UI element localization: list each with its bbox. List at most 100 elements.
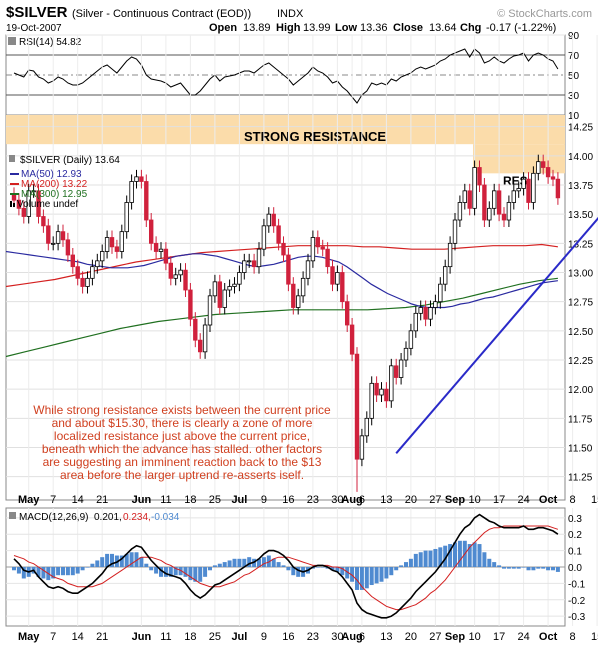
price-tick-label: 11.50: [568, 444, 593, 455]
price-bar: [11, 193, 17, 201]
date-tick-label: 10: [468, 631, 480, 643]
macd-tick-label: -0.3: [568, 612, 586, 623]
date-tick-label: 15: [591, 494, 598, 506]
macd-histogram-bar: [21, 567, 26, 579]
macd-histogram-bar: [502, 567, 506, 569]
macd-histogram-bar: [551, 567, 555, 571]
macd-histogram-bar: [124, 553, 129, 567]
price-bar: [261, 225, 267, 250]
macd-tick-label: 0.1: [568, 547, 582, 558]
date-tick-label: 13: [380, 631, 392, 643]
price-bar: [109, 237, 115, 248]
date-tick-label: Oct: [539, 631, 558, 643]
price-bar: [163, 248, 169, 264]
price-tick-label: 12.75: [568, 298, 593, 309]
date-tick-label: 7: [50, 494, 56, 506]
macd-histogram-bar: [80, 567, 85, 571]
macd-histogram-bar: [100, 557, 105, 567]
macd-histogram-bar: [139, 557, 144, 567]
annotation-line-5: are suggesting an imminent reaction back…: [43, 455, 322, 469]
rsi-line: [13, 48, 559, 104]
ohlc-readout: Open 13.89 High 13.99 Low 13.36 Close 13…: [209, 22, 556, 34]
macd-histogram-bar: [546, 567, 551, 571]
price-bar: [202, 324, 208, 353]
macd-histogram-bar: [516, 567, 521, 569]
price-bar: [379, 388, 384, 396]
price-bar: [16, 199, 22, 209]
price-bar: [46, 225, 51, 244]
high-label: High: [276, 22, 301, 34]
annotation-line-6: area before the larger uptrend re-assert…: [60, 468, 304, 482]
price-bar: [408, 330, 414, 349]
date-tick-label: Sep: [445, 494, 465, 506]
macd-histogram-bar: [95, 560, 100, 567]
date-tick-label: 25: [209, 494, 221, 506]
open-value: 13.89: [243, 22, 271, 34]
price-bar: [251, 260, 257, 268]
macd-histogram-bar: [506, 567, 511, 569]
localized-resistance-zone: [473, 144, 565, 174]
macd-histogram-bar: [276, 562, 281, 567]
price-bar: [256, 248, 262, 268]
macd-histogram-bar: [423, 550, 428, 567]
date-tick-label: Sep: [445, 631, 465, 643]
macd-histogram-bar: [335, 567, 340, 572]
price-bar: [95, 260, 100, 268]
macd-legend-swatch: [9, 512, 16, 519]
low-label: Low: [335, 22, 357, 34]
uptrend-line: [395, 216, 598, 454]
price-legend: $SILVER (Daily) 13.64 MA(50) 12.93 MA(20…: [9, 155, 120, 210]
price-bar: [51, 242, 56, 245]
price-panel-frame: [5, 114, 566, 501]
price-bar: [36, 190, 41, 217]
price-bar: [433, 301, 438, 308]
price-bar: [487, 207, 492, 221]
price-bar: [447, 242, 453, 268]
price-bar: [153, 242, 159, 252]
macd-histogram-bar: [374, 567, 379, 584]
price-bar: [516, 188, 521, 192]
date-tick-label: Jun: [132, 494, 152, 506]
macd-histogram: [12, 540, 560, 590]
macd-tick-label: -0.2: [568, 596, 586, 607]
macd-histogram-bar: [482, 552, 487, 567]
price-bar: [526, 178, 531, 203]
price-bar: [217, 281, 222, 308]
exchange-label: INDX: [277, 8, 304, 20]
macd-histogram-bar: [394, 567, 399, 571]
macd-histogram-bar: [526, 567, 531, 571]
price-bar: [100, 251, 105, 262]
macd-histogram-bar: [555, 567, 560, 572]
macd-histogram-bar: [511, 567, 516, 569]
macd-tick-label: 0.2: [568, 530, 582, 541]
price-bar: [550, 176, 556, 180]
rsi-tick-label: 10: [568, 111, 580, 122]
macd-histogram-bar: [61, 567, 65, 576]
price-bar: [389, 365, 394, 402]
price-bar: [467, 190, 472, 209]
macd-histogram-bar: [467, 544, 472, 567]
symbol-title: $SILVER: [6, 4, 68, 21]
annotation-line-2: and about $15.30, there is clearly a zon…: [52, 416, 313, 430]
macd-tick-label: -0.1: [568, 579, 586, 590]
date-tick-label: Jul: [231, 494, 247, 506]
date-tick-label: 13: [380, 494, 392, 506]
price-tick-label: 14.00: [568, 152, 593, 163]
hist-value: -0.034: [151, 512, 180, 523]
strong-resistance-zone: [6, 115, 565, 145]
macd-histogram-bar: [163, 567, 168, 577]
price-bar: [148, 219, 154, 244]
macd-histogram-bar: [90, 563, 95, 567]
macd-histogram-bar: [105, 553, 110, 567]
annotation-line-1: While strong resistance exists between t…: [33, 403, 331, 417]
price-bar: [477, 167, 482, 186]
macd-histogram-bar: [531, 567, 536, 571]
close-value: 13.64: [429, 22, 457, 34]
price-legend-swatch: [9, 155, 15, 162]
price-bar: [60, 231, 66, 241]
price-bar: [188, 289, 193, 320]
price-bar: [65, 239, 71, 256]
ma300-legend: MA(300) 12.95: [21, 189, 88, 200]
annotation-line-3: localized resistance just above the curr…: [54, 429, 310, 443]
